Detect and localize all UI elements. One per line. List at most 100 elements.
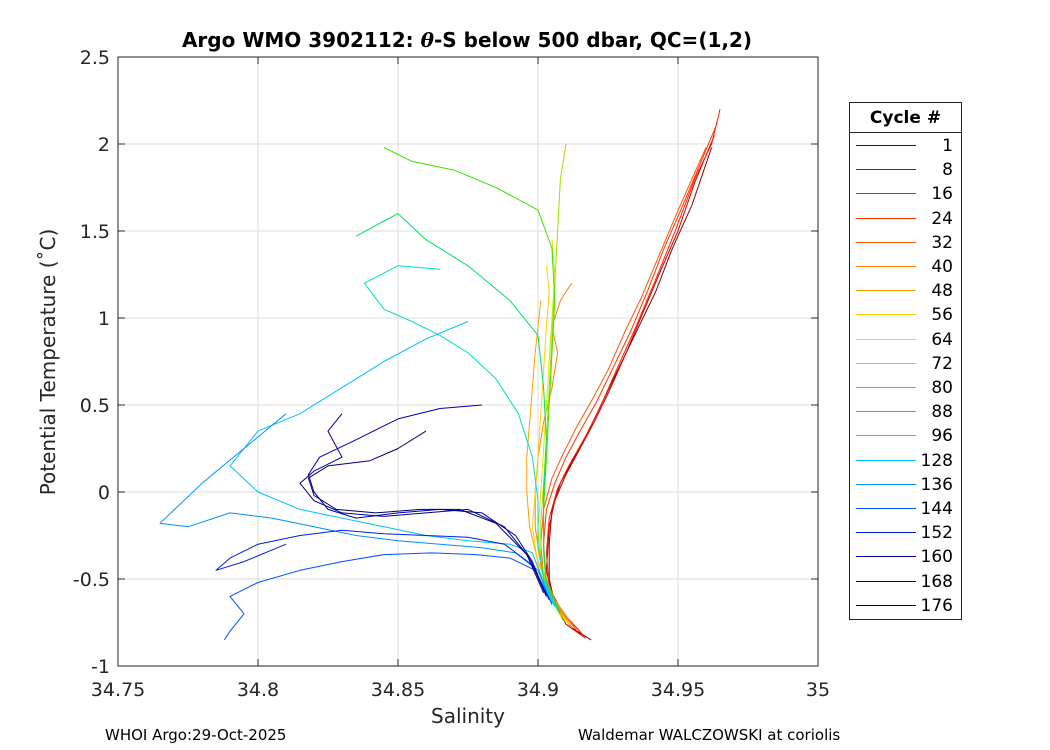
series-line-cycle-176 <box>307 430 545 594</box>
legend-entry: 168 <box>850 570 961 594</box>
legend-swatch <box>856 459 916 461</box>
legend-swatch <box>856 338 916 340</box>
series-line-cycle-88 <box>355 213 561 615</box>
legend-label: 16 <box>931 184 953 205</box>
footer-left: WHOI Argo:29-Oct-2025 <box>105 726 287 744</box>
legend-entry: 160 <box>850 545 961 569</box>
axis-ticks: 34.75 34.8 34.85 34.9 34.95 35 -1 -0.5 0 0.5 1 1.5 2… <box>73 47 830 701</box>
legend-entry: 136 <box>850 473 961 497</box>
legend-entry: 80 <box>850 376 961 400</box>
series-line-cycle-32 <box>540 147 707 632</box>
y-tick-label: -1 <box>91 656 110 678</box>
legend-entry: 96 <box>850 424 961 448</box>
x-tick-label: 34.85 <box>371 679 425 701</box>
series-line-cycle-1 <box>548 147 713 641</box>
series-line-cycle-168 <box>299 413 547 597</box>
y-tick-label: 2 <box>98 134 110 156</box>
legend-swatch <box>856 508 916 509</box>
x-tick-label: 34.75 <box>91 679 145 701</box>
legend-label: 160 <box>920 547 953 568</box>
legend-label: 96 <box>931 426 953 447</box>
legend-swatch <box>856 314 916 316</box>
legend-swatch <box>856 556 916 558</box>
x-tick-label: 34.95 <box>651 679 705 701</box>
legend-label: 128 <box>920 450 953 471</box>
legend-swatch <box>856 241 916 243</box>
legend-label: 136 <box>920 474 953 495</box>
legend-entry: 64 <box>850 328 961 352</box>
legend-entry: 152 <box>850 521 961 545</box>
series-line-cycle-128 <box>229 321 556 608</box>
title-theta-symbol: θ <box>421 28 435 52</box>
legend-title: Cycle # <box>850 103 961 133</box>
y-tick-label: 0.5 <box>80 395 110 417</box>
legend-entry: 1 <box>850 134 961 158</box>
legend-entry: 176 <box>850 594 961 618</box>
legend-swatch <box>856 604 916 606</box>
legend-swatch <box>856 411 916 413</box>
series-line-cycle-72 <box>540 143 567 622</box>
y-tick-label: -0.5 <box>73 569 110 591</box>
legend-label: 144 <box>920 499 953 519</box>
legend-label: 24 <box>931 208 953 229</box>
legend-label: 80 <box>931 378 953 398</box>
y-tick-label: 0 <box>98 482 110 504</box>
legend-swatch <box>856 266 916 267</box>
grid <box>117 56 819 667</box>
y-tick-label: 1 <box>98 308 110 330</box>
legend-entry: 8 <box>850 158 961 182</box>
title-prefix: Argo WMO 3902112: <box>182 28 421 52</box>
legend-entry: 88 <box>850 400 961 424</box>
legend-label: 88 <box>931 402 953 423</box>
legend-label: 8 <box>942 160 953 181</box>
legend-entry: 72 <box>850 352 961 376</box>
legend-swatch <box>856 290 916 292</box>
legend-entry: 128 <box>850 449 961 473</box>
footer-right: Waldemar WALCZOWSKI at coriolis <box>578 726 841 744</box>
series-line-cycle-56 <box>531 265 570 625</box>
legend-label: 72 <box>931 353 953 374</box>
series-line-cycle-16 <box>545 109 721 636</box>
y-tick-label: 2.5 <box>80 47 110 69</box>
legend-swatch <box>856 483 916 485</box>
legend-swatch <box>856 387 916 388</box>
legend-label: 168 <box>920 571 953 592</box>
legend-label: 32 <box>931 232 953 253</box>
legend-entry: 24 <box>850 207 961 231</box>
series-line-cycle-136 <box>159 413 553 606</box>
legend-entry: 144 <box>850 497 961 521</box>
legend-label: 1 <box>942 136 953 156</box>
series-line-cycle-144 <box>223 552 553 641</box>
legend-swatch <box>856 532 916 534</box>
legend-swatch <box>856 362 916 364</box>
x-axis-label: Salinity <box>431 704 505 728</box>
series-line-cycle-152 <box>215 529 550 601</box>
legend-swatch <box>856 580 916 582</box>
plot-frame <box>117 56 819 667</box>
legend-label: 152 <box>920 523 953 544</box>
legend-label: 64 <box>931 329 953 350</box>
legend-entry: 16 <box>850 182 961 206</box>
legend-swatch <box>856 169 916 171</box>
y-axis-label: Potential Temperature (˚C) <box>36 229 60 496</box>
legend-swatch <box>856 193 916 195</box>
y-tick-label: 1.5 <box>80 221 110 243</box>
legend-entry: 48 <box>850 279 961 303</box>
legend-label: 40 <box>931 257 953 277</box>
legend: Cycle # 1 8 16 24 32 40 48 56 64 72 80 88 96 128 136 14… <box>849 102 962 620</box>
series-line-cycle-160 <box>307 404 547 597</box>
legend-label: 56 <box>931 305 953 326</box>
series-line-cycle-96 <box>363 265 559 611</box>
legend-entry: 40 <box>850 255 961 279</box>
legend-swatch <box>856 435 916 437</box>
legend-label: 48 <box>931 281 953 302</box>
legend-entry: 32 <box>850 231 961 255</box>
legend-label: 176 <box>920 595 953 616</box>
series-line-cycle-24 <box>543 122 718 632</box>
x-tick-label: 34.8 <box>237 679 279 701</box>
title-suffix: -S below 500 dbar, QC=(1,2) <box>434 28 752 52</box>
legend-swatch <box>856 145 916 146</box>
x-tick-label: 35 <box>806 679 830 701</box>
chart-title: Argo WMO 3902112: θ-S below 500 dbar, QC… <box>182 28 752 52</box>
